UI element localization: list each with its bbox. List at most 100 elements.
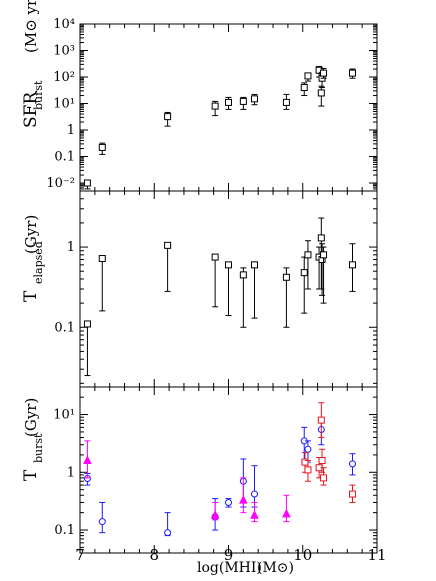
- sfr-y-label-main: SFR: [21, 91, 41, 128]
- data-point: [304, 72, 312, 82]
- square-marker: [304, 72, 312, 80]
- elapsed-y-label-main: T: [21, 290, 41, 302]
- triangle-marker: [239, 494, 248, 504]
- circle-marker: [164, 529, 172, 537]
- square-marker: [98, 143, 106, 151]
- data-point: [318, 448, 326, 473]
- square-marker: [320, 474, 328, 482]
- circle-marker: [304, 445, 312, 453]
- sfr-y-label-sub: burst: [32, 80, 45, 110]
- y-tick-label: 1: [67, 240, 75, 255]
- data-point: [348, 68, 356, 79]
- square-marker: [282, 98, 290, 106]
- data-point: [250, 261, 258, 319]
- data-point: [225, 261, 232, 317]
- square-marker: [317, 234, 325, 242]
- data-point: [304, 240, 312, 290]
- y-tick-label: 0.1: [54, 320, 75, 335]
- square-marker: [98, 255, 106, 263]
- data-point: [348, 243, 356, 292]
- square-marker: [225, 261, 232, 269]
- data-point: [304, 440, 312, 463]
- data-point: [239, 96, 247, 110]
- square-marker: [348, 261, 356, 269]
- data-point: [282, 267, 290, 328]
- data-point: [320, 246, 328, 304]
- square-marker: [300, 269, 308, 277]
- data-point: [239, 267, 247, 328]
- square-marker: [225, 98, 232, 106]
- x-label: log(MHI) (M⊙): [197, 560, 294, 576]
- data-point: [320, 467, 328, 486]
- data-point: [164, 111, 172, 127]
- panel-frame: [79, 386, 378, 554]
- data-point: [304, 460, 312, 482]
- elapsed-panel: T elapsed (Gyr) 0.1 1: [21, 190, 378, 388]
- data-point: [348, 453, 356, 476]
- burst-y-label-units: (Gyr): [22, 398, 40, 437]
- square-marker: [250, 95, 258, 103]
- data-point: [320, 67, 328, 79]
- square-marker: [317, 416, 325, 424]
- square-marker: [348, 490, 356, 498]
- y-tick-label: 10¹: [53, 408, 75, 423]
- square-marker: [211, 253, 219, 261]
- y-tick-label: 0.1: [54, 150, 75, 165]
- x-tick-label: 11: [367, 546, 386, 564]
- data-point: [300, 426, 308, 463]
- triangle-marker: [282, 508, 291, 518]
- x-tick-label: 10: [293, 546, 312, 564]
- data-point: [250, 501, 259, 523]
- data-point: [83, 440, 92, 479]
- burst-y-label-main: T: [21, 469, 41, 481]
- data-point: [225, 96, 232, 110]
- square-marker: [348, 69, 356, 77]
- y-tick-label: 10³: [53, 44, 75, 59]
- square-marker: [83, 179, 91, 187]
- square-marker: [164, 113, 172, 121]
- burst-y-label-sub: burst: [32, 433, 45, 463]
- data-point: [98, 255, 106, 312]
- square-marker: [317, 89, 325, 97]
- data-point: [83, 320, 91, 377]
- y-tick-label: 1: [67, 465, 75, 480]
- data-point: [282, 93, 290, 110]
- data-point: [83, 179, 91, 190]
- data-point: [317, 402, 325, 439]
- data-point: [164, 241, 172, 292]
- x-label-main: log(MHI): [197, 560, 262, 576]
- square-marker: [304, 466, 312, 474]
- square-marker: [239, 97, 247, 105]
- data-point: [98, 142, 106, 155]
- sfr-y-label: SFR burst (M⊙ yr⁻¹): [21, 0, 45, 128]
- data-point: [250, 93, 258, 106]
- square-marker: [164, 241, 172, 249]
- data-point: [348, 484, 356, 503]
- square-marker: [320, 69, 328, 77]
- square-marker: [300, 84, 308, 92]
- triangle-marker: [210, 510, 220, 519]
- data-point: [211, 100, 219, 117]
- data-point: [164, 512, 172, 537]
- data-point: [239, 477, 248, 514]
- square-marker: [250, 261, 258, 269]
- elapsed-y-label-units: (Gyr): [22, 215, 40, 254]
- y-tick-label: 0.1: [54, 523, 75, 538]
- data-point: [250, 465, 258, 508]
- square-marker: [320, 251, 328, 259]
- square-marker: [282, 273, 290, 281]
- burst-panel: T burst (Gyr) log(MHI) (M⊙) 0.1 1 10¹ 7 8 9 10…: [21, 386, 387, 576]
- square-marker: [211, 102, 219, 110]
- square-marker: [83, 320, 91, 328]
- x-label-units: (M⊙): [257, 560, 294, 576]
- y-tick-label: 10¹: [53, 97, 75, 112]
- data-point: [98, 501, 106, 534]
- data-point: [300, 256, 308, 314]
- y-tick-label: 10⁴: [53, 17, 75, 32]
- data-point: [225, 498, 232, 508]
- square-marker: [304, 251, 312, 259]
- x-tick-label: 7: [75, 546, 85, 564]
- elapsed-y-label: T elapsed (Gyr): [21, 215, 45, 302]
- data-point: [300, 82, 308, 97]
